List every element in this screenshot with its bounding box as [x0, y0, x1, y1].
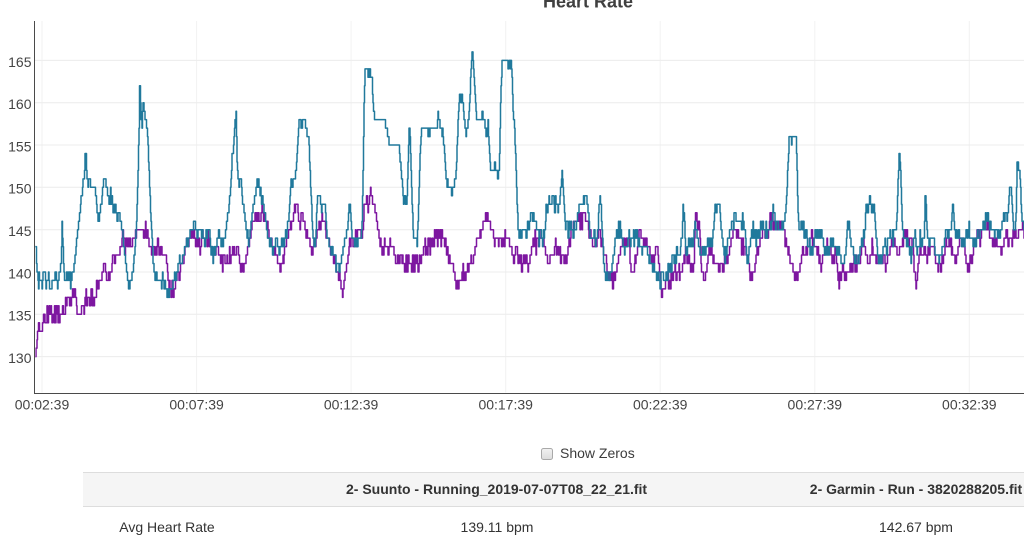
- svg-text:00:17:39: 00:17:39: [478, 396, 533, 412]
- svg-text:140: 140: [8, 265, 32, 281]
- svg-text:155: 155: [8, 138, 32, 154]
- svg-text:135: 135: [8, 308, 32, 324]
- svg-text:130: 130: [8, 350, 32, 366]
- svg-text:150: 150: [8, 181, 32, 197]
- svg-text:160: 160: [8, 96, 32, 112]
- svg-text:145: 145: [8, 223, 32, 239]
- svg-text:165: 165: [8, 54, 32, 70]
- svg-text:00:02:39: 00:02:39: [15, 396, 70, 412]
- svg-text:00:27:39: 00:27:39: [788, 396, 843, 412]
- svg-text:00:07:39: 00:07:39: [169, 396, 224, 412]
- svg-text:00:22:39: 00:22:39: [633, 396, 688, 412]
- svg-text:Heart Rate: Heart Rate: [543, 0, 633, 12]
- svg-text:00:32:39: 00:32:39: [942, 396, 997, 412]
- svg-text:00:12:39: 00:12:39: [324, 396, 379, 412]
